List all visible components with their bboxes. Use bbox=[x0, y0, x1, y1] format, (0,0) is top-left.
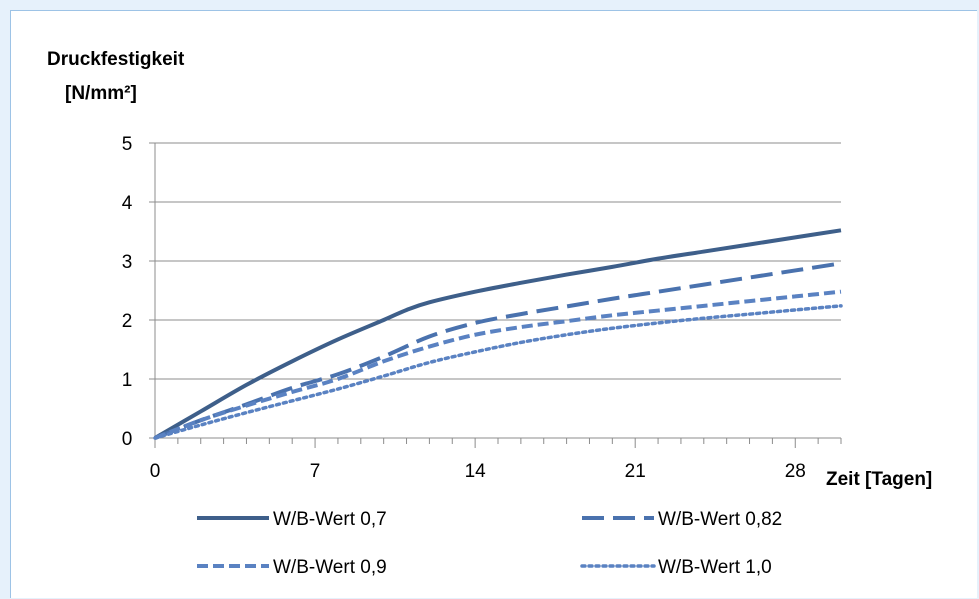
x-tick-label: 7 bbox=[310, 461, 321, 482]
y-tick-label: 3 bbox=[122, 252, 133, 273]
x-tick-label: 21 bbox=[625, 461, 646, 482]
chart-frame: Druckfestigkeit [N/mm²] Zeit [Tagen] 0 1 2… bbox=[10, 10, 977, 598]
legend-label-1: W/B-Wert 0,7 bbox=[273, 509, 387, 530]
legend-label-3: W/B-Wert 0,9 bbox=[273, 557, 387, 578]
x-tick-label: 14 bbox=[465, 461, 487, 482]
y-axis-title-line-1: Druckfestigkeit bbox=[47, 49, 185, 70]
x-tick-label: 0 bbox=[150, 461, 161, 482]
x-tick-label: 28 bbox=[785, 461, 806, 482]
legend-label-2: W/B-Wert 0,82 bbox=[658, 509, 782, 530]
y-tick-label: 0 bbox=[122, 429, 133, 450]
x-axis-title: Zeit [Tagen] bbox=[826, 469, 933, 490]
y-tick-label: 5 bbox=[122, 134, 133, 155]
legend-label-4: W/B-Wert 1,0 bbox=[658, 557, 772, 578]
series-line-4 bbox=[153, 304, 843, 440]
series-line-1 bbox=[153, 228, 842, 440]
series-line-2 bbox=[154, 261, 842, 440]
y-axis-title-line-2: [N/mm²] bbox=[65, 83, 137, 104]
y-tick-label: 4 bbox=[122, 193, 133, 214]
y-tick-label: 1 bbox=[122, 370, 133, 391]
line-chart: 0 1 2 3 4 5 0 7 14 21 28 W/B-Wert 0,7 W/B-Wert 0,82… bbox=[122, 134, 843, 578]
y-tick-label: 2 bbox=[122, 311, 133, 332]
series-line-3 bbox=[154, 289, 842, 440]
